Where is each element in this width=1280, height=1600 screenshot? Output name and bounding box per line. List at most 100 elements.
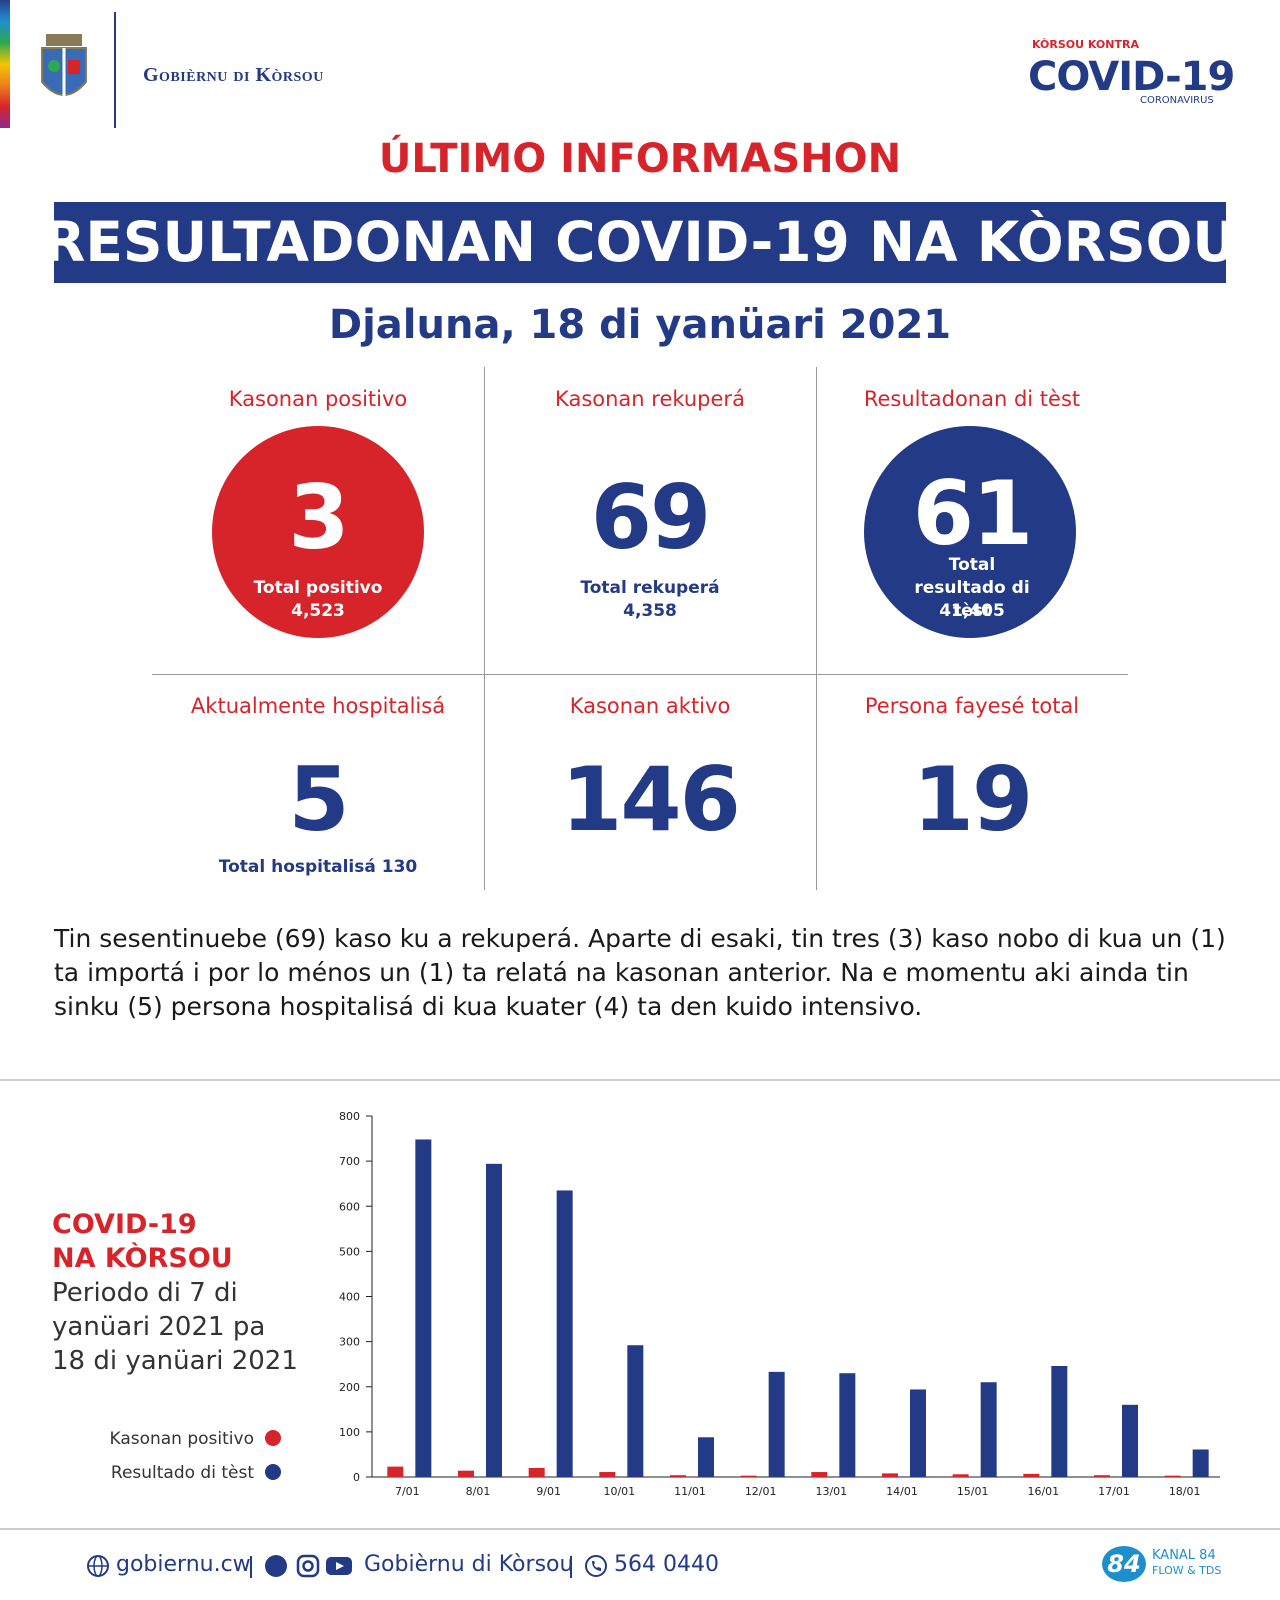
bar — [952, 1474, 969, 1477]
stat-value: 3 — [288, 466, 349, 569]
y-tick-label: 0 — [353, 1471, 360, 1484]
stat-total: 130 — [381, 857, 418, 877]
title: RESULTADONAN COVID-19 NA KÒRSOU — [42, 210, 1238, 274]
x-tick-label: 15/01 — [957, 1485, 989, 1498]
bar — [1192, 1449, 1209, 1477]
bar — [1051, 1365, 1068, 1477]
stat-value: 19 — [912, 748, 1033, 851]
social-icons — [265, 1554, 352, 1578]
separator — [250, 1556, 252, 1578]
stat-circle — [864, 426, 1076, 638]
campaign-sub: CORONAVIRUS — [1140, 95, 1214, 106]
stat-label: Kasonan aktivo — [569, 694, 731, 718]
stat-value: 61 — [912, 462, 1033, 565]
x-tick-label: 8/01 — [466, 1485, 491, 1498]
social-handle[interactable]: Gobièrnu di Kòrsou — [364, 1552, 574, 1577]
bar — [1094, 1475, 1110, 1477]
stat-value: 69 — [590, 466, 711, 569]
coat-of-arms — [41, 34, 87, 96]
channel-badge: 84 — [1107, 1550, 1141, 1578]
stat-total-label: Total resultado di tèst — [914, 555, 1030, 621]
legend-swatch — [265, 1464, 281, 1480]
stat-total: 4,523 — [291, 601, 345, 621]
stat-value: 146 — [561, 748, 741, 851]
bar — [1023, 1473, 1040, 1477]
phone-icon — [585, 1555, 607, 1577]
y-tick-label: 300 — [339, 1336, 360, 1349]
phone[interactable]: 564 0440 — [614, 1552, 719, 1577]
x-tick-label: 18/01 — [1169, 1485, 1201, 1498]
date: Djaluna, 18 di yanüari 2021 — [328, 302, 952, 348]
bar — [839, 1373, 856, 1477]
y-tick-label: 500 — [339, 1245, 360, 1258]
website[interactable]: gobiernu.cw — [116, 1552, 251, 1577]
chart-subtitle: Periodo di 7 di yanüari 2021 pa 18 di ya… — [52, 1278, 298, 1376]
stat-total-label: Total rekuperá — [580, 578, 720, 598]
stat-total: 41,405 — [939, 601, 1005, 621]
org-name: Gobièrnu di Kòrsou — [143, 64, 324, 86]
title-banner — [54, 202, 1226, 283]
stat-value: 5 — [288, 748, 349, 851]
bar — [980, 1382, 997, 1477]
channel-sub: FLOW & TDS — [1152, 1564, 1222, 1577]
x-tick-label: 10/01 — [603, 1485, 635, 1498]
bar — [740, 1475, 757, 1477]
stat-label: Persona fayesé total — [864, 694, 1080, 718]
stat-circle — [212, 426, 424, 638]
grid-divider — [152, 674, 1128, 675]
header-divider — [114, 12, 116, 128]
legend-swatch — [265, 1430, 281, 1446]
x-tick-label: 17/01 — [1098, 1485, 1130, 1498]
bar — [415, 1139, 432, 1477]
stat-label: Kasonan positivo — [228, 387, 408, 411]
stat-label: Resultadonan di tèst — [863, 387, 1081, 411]
chart-title: COVID-19 NA KÒRSOU — [52, 1209, 233, 1274]
stat-total-label: Total hospitalisá — [218, 857, 376, 877]
paragraph: Tin sesentinuebe (69) kaso ku a rekuperá… — [54, 924, 1226, 1021]
kicker: ÚLTIMO INFORMASHON — [378, 136, 902, 182]
x-tick-label: 11/01 — [674, 1485, 706, 1498]
x-tick-label: 9/01 — [536, 1485, 561, 1498]
bar — [1122, 1404, 1138, 1477]
x-tick-label: 14/01 — [886, 1485, 918, 1498]
stat-total-line: Total hospitalisá 130 — [219, 856, 418, 879]
stat-label: Kasonan rekuperá — [555, 387, 745, 411]
channel-badge-bg — [1102, 1546, 1146, 1582]
bar — [627, 1345, 644, 1477]
bar — [882, 1473, 898, 1477]
bar — [458, 1470, 474, 1477]
bar — [698, 1437, 714, 1477]
y-tick-label: 100 — [339, 1426, 360, 1439]
stat-total: 4,358 — [623, 601, 677, 621]
y-tick-label: 200 — [339, 1381, 360, 1394]
y-tick-label: 600 — [339, 1200, 360, 1213]
x-tick-label: 16/01 — [1027, 1485, 1059, 1498]
campaign-main: COVID-19 — [1028, 54, 1235, 100]
bar — [768, 1371, 785, 1477]
separator — [570, 1556, 572, 1578]
x-tick-label: 7/01 — [395, 1485, 420, 1498]
bar — [599, 1472, 616, 1477]
legend-label: Kasonan positivo — [109, 1429, 254, 1449]
footer-divider — [0, 1528, 1280, 1530]
campaign-top: KÒRSOU KONTRA — [1032, 38, 1139, 51]
grid-divider — [816, 367, 817, 890]
stat-label: Aktualmente hospitalisá — [190, 694, 446, 718]
stat-total-label: Total positivo — [253, 578, 383, 598]
legend-label: Resultado di tèst — [111, 1463, 254, 1483]
y-tick-label: 400 — [339, 1291, 360, 1304]
bar — [670, 1475, 686, 1477]
section-divider — [0, 1079, 1280, 1081]
y-tick-label: 800 — [339, 1110, 360, 1123]
x-tick-label: 12/01 — [745, 1485, 777, 1498]
grid-divider — [484, 367, 485, 890]
bar — [811, 1472, 828, 1477]
bar — [528, 1467, 545, 1477]
bar — [387, 1466, 404, 1477]
y-tick-label: 700 — [339, 1155, 360, 1168]
x-tick-label: 13/01 — [815, 1485, 847, 1498]
channel: KANAL 84 — [1152, 1548, 1216, 1563]
bar — [556, 1190, 573, 1477]
